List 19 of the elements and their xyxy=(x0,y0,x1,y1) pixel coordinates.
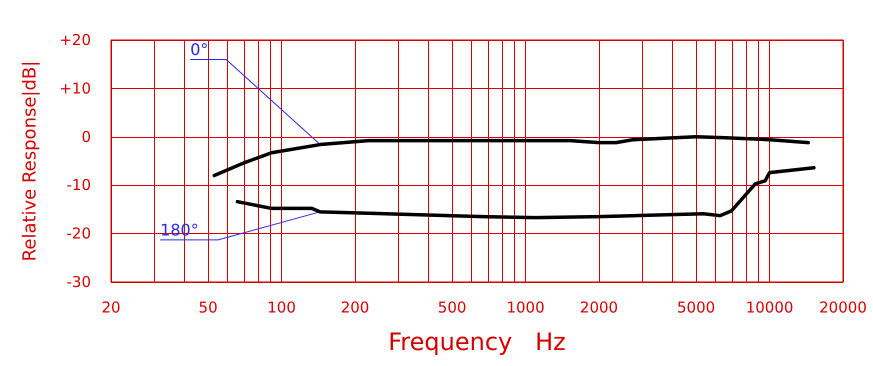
x-tick-label: 500 xyxy=(438,298,466,316)
text: 0° xyxy=(190,40,208,60)
x-tick-label: 20 xyxy=(101,298,121,316)
x-tick-label: 100 xyxy=(267,298,296,316)
x-tick-label: 10000 xyxy=(746,298,794,316)
x-tick-label: 2000 xyxy=(580,298,618,316)
x-tick-label: 5000 xyxy=(677,298,716,316)
x-axis-title: Frequency Hz xyxy=(388,328,566,356)
x-tick-label: 20000 xyxy=(819,298,867,316)
y-tick-label: +10 xyxy=(59,79,91,98)
y-tick-label: +20 xyxy=(59,31,91,49)
y-tick-label: -30 xyxy=(66,273,91,291)
x-tick-label: 50 xyxy=(198,298,218,316)
y-axis-title: Relative Response|dB| xyxy=(20,60,40,262)
x-tick-label: 1000 xyxy=(506,298,545,316)
y-tick-label: 0 xyxy=(81,128,91,146)
y-tick-label: -10 xyxy=(66,176,91,194)
x-tick-label: 200 xyxy=(340,298,370,316)
y-tick-label: -20 xyxy=(66,224,91,243)
